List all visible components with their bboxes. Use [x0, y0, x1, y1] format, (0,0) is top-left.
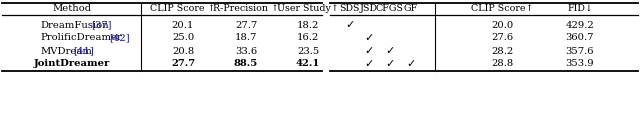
Text: 88.5: 88.5 [234, 59, 258, 69]
Text: 429.2: 429.2 [566, 20, 595, 29]
Text: ✓: ✓ [385, 59, 395, 69]
Text: ✓: ✓ [364, 46, 374, 56]
Text: ✓: ✓ [385, 46, 395, 56]
Text: Method: Method [52, 4, 92, 13]
Text: 25.0: 25.0 [172, 34, 194, 42]
Text: FID↓: FID↓ [567, 4, 593, 13]
Text: 360.7: 360.7 [566, 34, 595, 42]
Text: 23.5: 23.5 [297, 47, 319, 56]
Text: [42]: [42] [109, 34, 130, 42]
Text: ✓: ✓ [406, 59, 416, 69]
Text: ✓: ✓ [364, 59, 374, 69]
Text: JointDreamer: JointDreamer [34, 59, 110, 69]
Text: CLIP Score↑: CLIP Score↑ [471, 4, 533, 13]
Text: 42.1: 42.1 [296, 59, 320, 69]
Text: 33.6: 33.6 [235, 47, 257, 56]
Text: User Study↑: User Study↑ [277, 4, 339, 13]
Text: 27.7: 27.7 [235, 20, 257, 29]
Text: GF: GF [404, 4, 418, 13]
Text: DreamFusion: DreamFusion [40, 20, 109, 29]
Text: 18.7: 18.7 [235, 34, 257, 42]
Text: 27.7: 27.7 [171, 59, 195, 69]
Text: 353.9: 353.9 [566, 59, 595, 69]
Text: 20.0: 20.0 [491, 20, 513, 29]
Text: ✓: ✓ [346, 20, 355, 30]
Text: R-Precision ↑: R-Precision ↑ [213, 4, 279, 13]
Text: MVDream: MVDream [40, 47, 92, 56]
Text: CLIP Score ↑: CLIP Score ↑ [150, 4, 216, 13]
Text: 28.8: 28.8 [491, 59, 513, 69]
Text: ProlificDreamer: ProlificDreamer [40, 34, 122, 42]
Text: 18.2: 18.2 [297, 20, 319, 29]
Text: 28.2: 28.2 [491, 47, 513, 56]
Text: 20.8: 20.8 [172, 47, 194, 56]
Text: ✓: ✓ [364, 33, 374, 43]
Text: JSD: JSD [360, 4, 378, 13]
Text: [41]: [41] [73, 47, 93, 56]
Text: 357.6: 357.6 [566, 47, 595, 56]
Text: 20.1: 20.1 [172, 20, 194, 29]
Text: 16.2: 16.2 [297, 34, 319, 42]
Text: CFGS: CFGS [376, 4, 404, 13]
Text: [37]: [37] [91, 20, 111, 29]
Text: 27.6: 27.6 [491, 34, 513, 42]
Text: SDS: SDS [340, 4, 360, 13]
